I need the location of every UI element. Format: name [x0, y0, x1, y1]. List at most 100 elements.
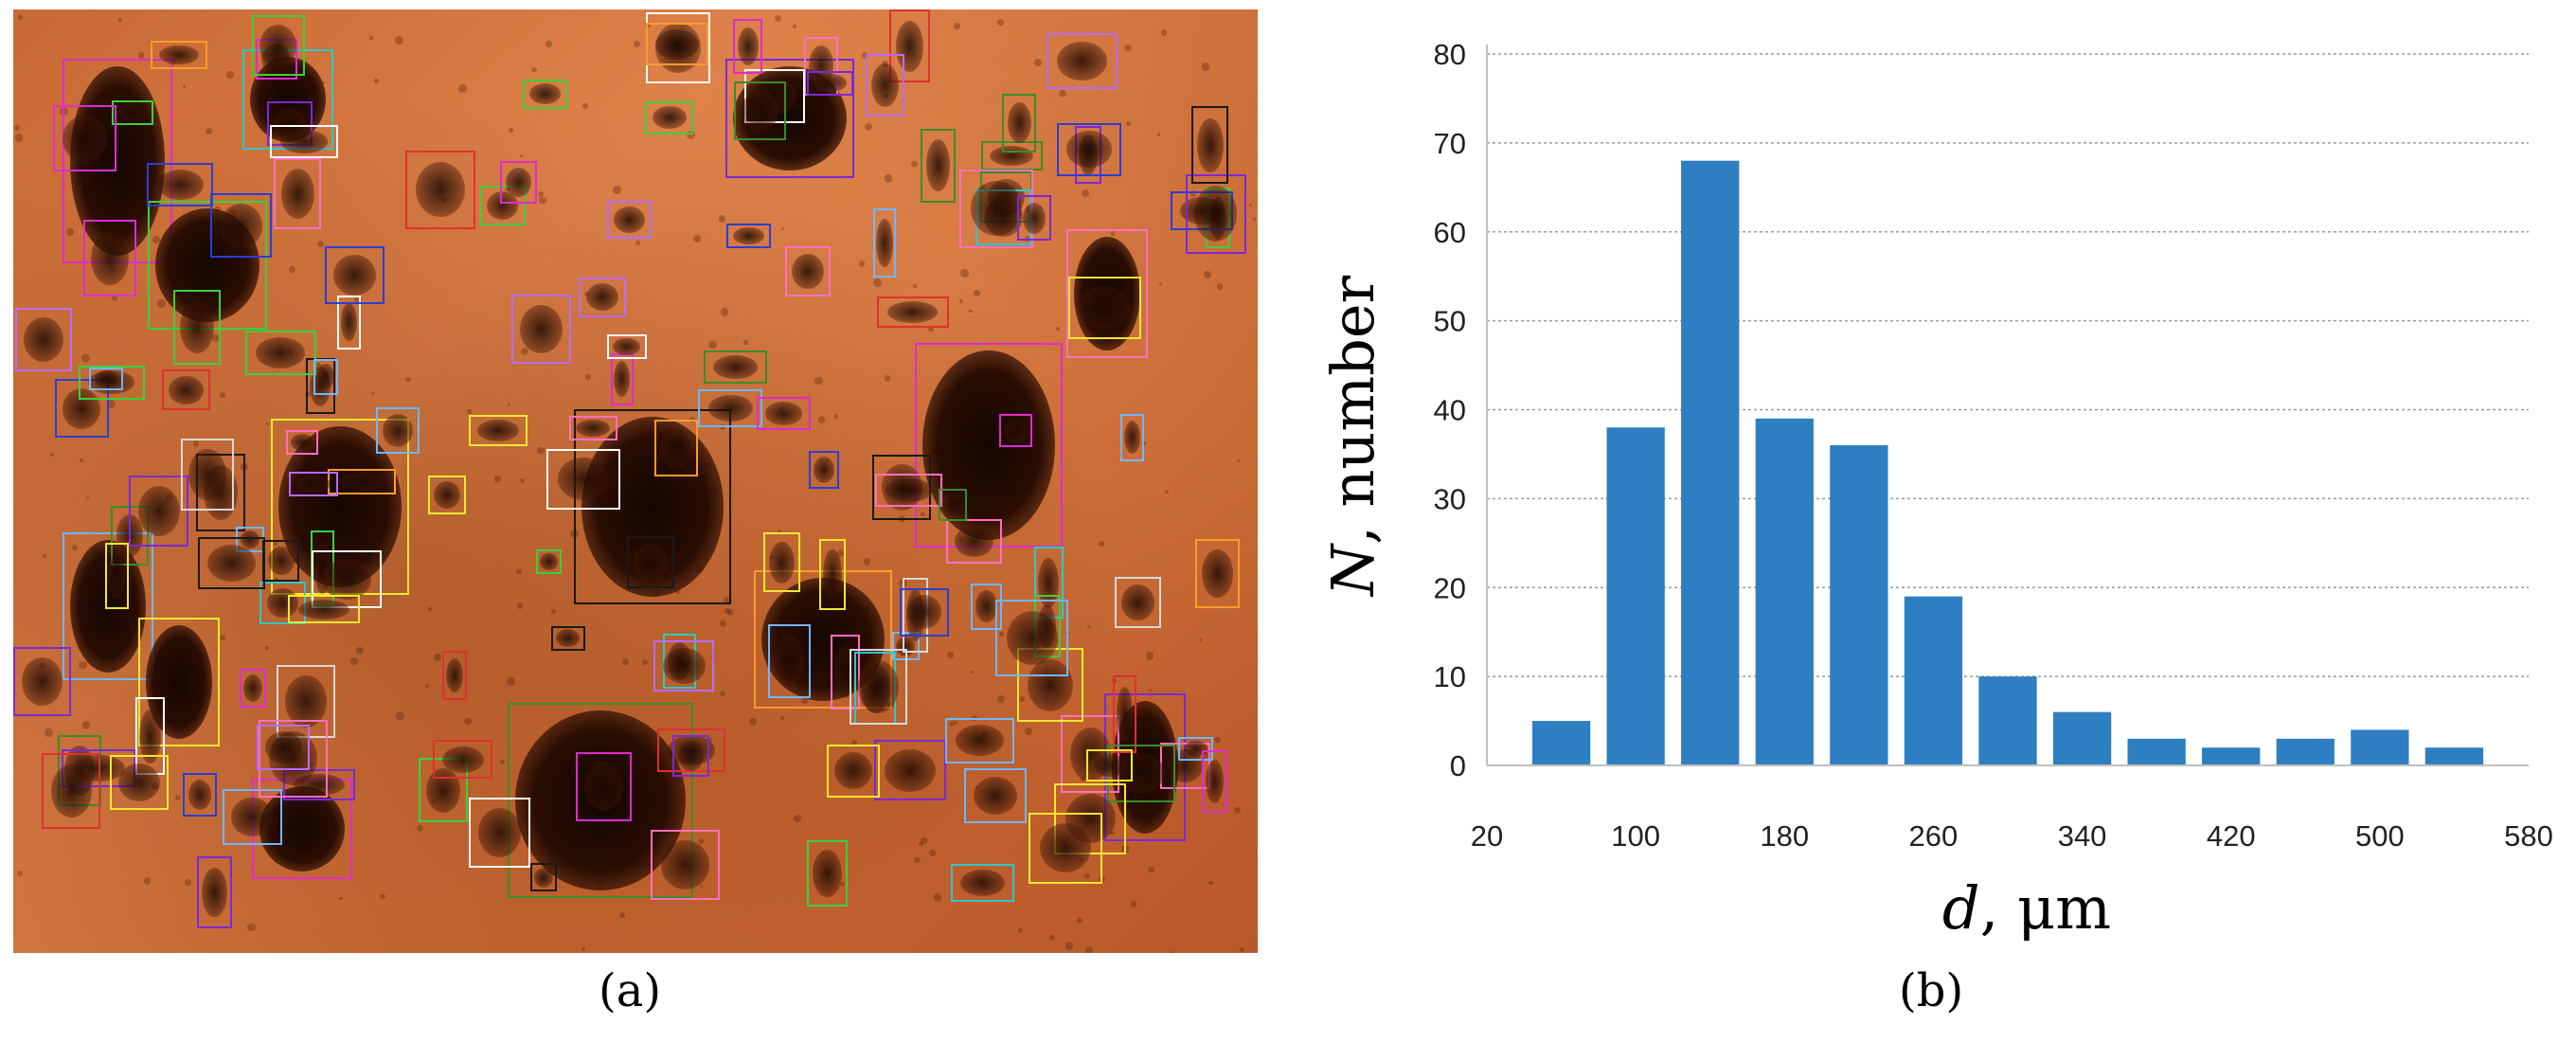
detection-box: [875, 474, 943, 508]
surface-grain: [317, 241, 325, 248]
surface-grain: [531, 66, 537, 73]
surface-grain: [174, 795, 181, 801]
small-particle: [887, 300, 939, 324]
surface-grain: [793, 24, 797, 28]
detection-box: [872, 208, 897, 278]
small-particle: [533, 867, 553, 888]
small-particle: [91, 231, 129, 285]
small-particle: [169, 375, 204, 404]
small-particle: [285, 675, 327, 728]
surface-grain: [14, 134, 24, 142]
surface-grain: [1081, 189, 1090, 197]
small-particle: [188, 779, 212, 811]
small-particle: [137, 485, 180, 536]
detection-box: [196, 856, 233, 928]
detection-box: [257, 725, 310, 770]
detection-box: [286, 430, 319, 455]
surface-grain: [997, 18, 1005, 26]
surface-grain: [1048, 935, 1055, 941]
surface-grain: [206, 127, 213, 135]
small-particle: [243, 674, 262, 703]
small-particle: [585, 282, 619, 312]
surface-grain: [1202, 751, 1209, 760]
detection-box: [89, 367, 124, 391]
surface-grain: [777, 530, 782, 534]
small-particle: [975, 590, 997, 623]
surface-grain: [929, 850, 937, 857]
surface-grain: [840, 881, 846, 887]
detection-box: [273, 157, 322, 230]
surface-grain: [972, 715, 977, 721]
detection-box: [283, 768, 356, 801]
y-axis-title: N, number: [1318, 275, 1387, 598]
surface-grain: [780, 716, 785, 720]
detection-box: [698, 389, 763, 427]
small-particle: [425, 767, 460, 813]
detection-box: [239, 669, 267, 709]
surface-grain: [85, 495, 90, 500]
small-particle: [1197, 117, 1224, 173]
surface-grain: [65, 227, 74, 236]
surface-grain: [1233, 807, 1242, 815]
surface-grain: [720, 308, 729, 316]
small-particle: [202, 867, 227, 918]
detection-box: [1086, 749, 1133, 782]
detection-box: [1056, 122, 1121, 176]
small-particle: [1079, 286, 1131, 331]
micrograph-image: [13, 9, 1258, 953]
bar: [2276, 738, 2334, 765]
detection-box: [1201, 750, 1227, 814]
surface-grain: [833, 414, 839, 419]
surface-grain: [1110, 830, 1115, 835]
detection-box: [469, 415, 528, 447]
detection-box: [183, 772, 217, 817]
surface-grain: [539, 196, 546, 205]
surface-grain: [373, 78, 379, 83]
detection-box: [13, 647, 72, 716]
detection-box: [964, 767, 1028, 823]
detection-box: [980, 140, 1044, 171]
x-tick-label: 500: [2355, 819, 2405, 853]
small-particle: [1004, 419, 1028, 442]
surface-grain: [1203, 270, 1212, 279]
detection-box: [607, 201, 653, 239]
surface-grain: [719, 215, 726, 223]
detection-box: [479, 185, 526, 226]
detection-box: [703, 350, 768, 385]
small-particle: [954, 526, 994, 557]
small-particle: [259, 24, 297, 67]
small-particle: [1007, 101, 1031, 144]
detection-box: [551, 625, 585, 651]
small-particle: [1006, 611, 1058, 666]
surface-grain: [861, 52, 868, 60]
detection-box: [1067, 277, 1141, 339]
x-axis-title: d, μm: [1942, 873, 2111, 943]
small-particle: [1194, 186, 1238, 243]
surface-grain: [726, 609, 734, 616]
detection-box: [405, 150, 475, 229]
surface-grain: [18, 15, 24, 20]
surface-grain: [394, 36, 403, 45]
detection-box: [784, 246, 831, 297]
small-particle: [333, 255, 376, 296]
surface-grain: [953, 23, 960, 29]
surface-grain: [724, 596, 732, 605]
x-tick-label: 580: [2504, 819, 2553, 853]
surface-grain: [780, 227, 784, 231]
detection-box: [950, 863, 1014, 903]
small-particle: [973, 776, 1018, 815]
small-particle: [528, 83, 561, 104]
surface-grain: [545, 41, 552, 47]
detection-box: [83, 220, 136, 296]
bar: [2424, 747, 2484, 765]
small-particle: [1202, 549, 1234, 598]
detection-box: [806, 839, 849, 907]
surface-grain: [1124, 44, 1132, 52]
small-particle: [737, 27, 759, 66]
surface-grain: [1018, 928, 1023, 933]
surface-grain: [1198, 638, 1202, 642]
surface-grain: [519, 153, 523, 158]
detection-box: [1112, 675, 1136, 753]
y-tick-label: 80: [1434, 38, 1466, 71]
small-particle: [478, 808, 522, 857]
